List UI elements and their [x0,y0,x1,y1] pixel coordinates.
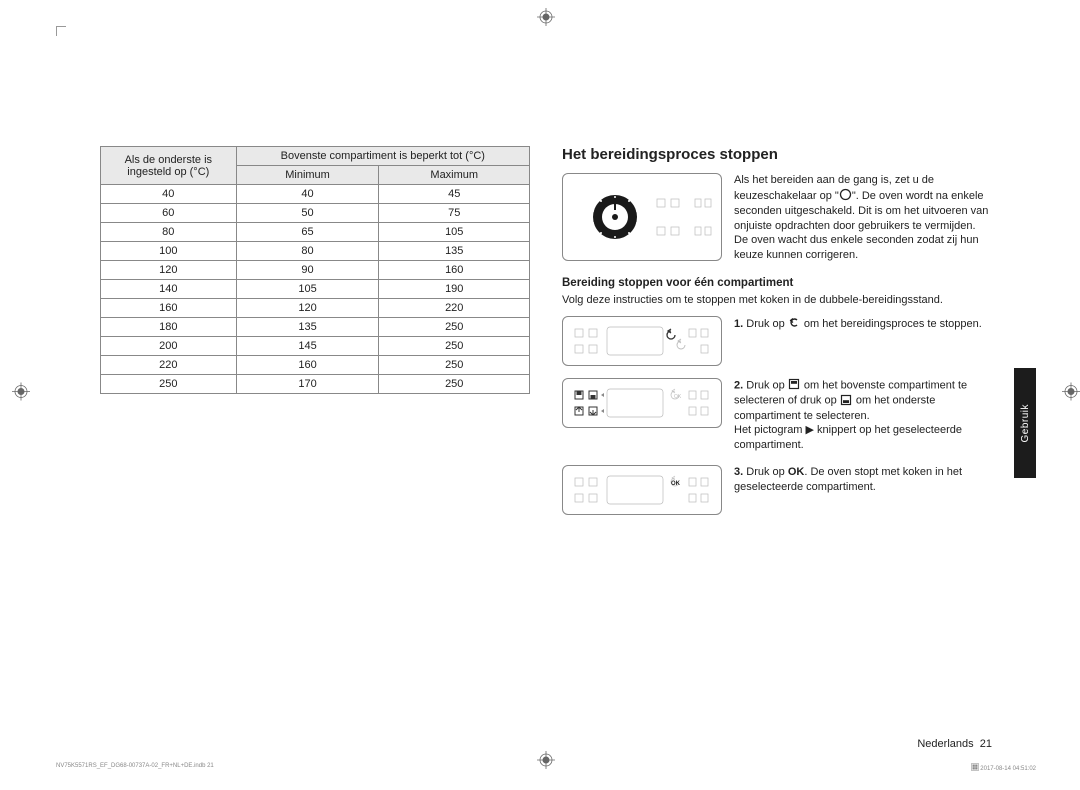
table-cell: 120 [101,261,237,280]
table-row: 10080135 [101,242,530,261]
table-cell: 45 [379,185,530,204]
table-cell: 75 [379,204,530,223]
th-upper-limit: Bovenste compartiment is beperkt tot (°C… [236,147,529,166]
panel-illustration-3: OK [562,465,722,515]
table-row: 250170250 [101,375,530,394]
table-cell: 40 [101,185,237,204]
crop-corner [56,26,66,36]
table-cell: 160 [379,261,530,280]
section-heading: Het bereidingsproces stoppen [562,146,992,163]
step-1-text: 1. Druk op om het bereidingsproces te st… [734,316,992,366]
step-1-num: 1. [734,318,743,330]
temperature-table: Als de onderste is ingesteld op (°C) Bov… [100,146,530,394]
subheading: Bereiding stoppen voor één compartiment [562,277,992,289]
table-cell: 105 [379,223,530,242]
right-column: Het bereidingsproces stoppen [562,146,992,527]
table-cell: 170 [236,375,379,394]
lower-compartment-icon [840,393,853,406]
table-row: 140105190 [101,280,530,299]
panel-illustration-2: OK [562,378,722,428]
table-row: 180135250 [101,318,530,337]
table-cell: 190 [379,280,530,299]
step-1: 1. Druk op om het bereidingsproces te st… [562,316,992,366]
section-tab-label: Gebruik [1020,404,1031,443]
off-position-icon [839,188,852,201]
th-lower-set-l2: ingesteld op (°C) [127,166,209,178]
step-1-b: om het bereidingsproces te stoppen. [801,318,982,330]
footer-language: Nederlands 21 [917,738,992,750]
table-cell: 120 [236,299,379,318]
back-icon-hi [667,329,675,339]
th-max: Maximum [379,166,530,185]
table-cell: 105 [236,280,379,299]
table-cell: 220 [379,299,530,318]
footer-lang-text: Nederlands [917,738,973,750]
table-cell: 80 [101,223,237,242]
panel-illustration-1 [562,316,722,366]
svg-text:OK: OK [674,394,682,400]
footer-meta: NV75K5571RS_EF_DG68-00737A-02_FR+NL+DE.i… [56,763,1036,772]
table-cell: 250 [379,356,530,375]
crop-mark-top [537,8,555,29]
th-lower-set-l1: Als de onderste is [125,154,212,166]
step-2-text: 2. Druk op om het bovenste compartiment … [734,378,992,453]
table-row: 200145250 [101,337,530,356]
table-cell: 100 [101,242,237,261]
step-2-num: 2. [734,379,743,391]
upper-compartment-icon [788,378,801,391]
footer-page-number: 21 [980,738,992,750]
table-cell: 80 [236,242,379,261]
back-icon [788,316,801,329]
step-2: OK 2. Druk op om het bovenste c [562,378,992,453]
table-cell: 140 [101,280,237,299]
table-cell: 50 [236,204,379,223]
step-3-ok: OK [788,466,805,478]
table-cell: 60 [101,204,237,223]
table-cell: 160 [236,356,379,375]
table-cell: 250 [379,375,530,394]
footer-datetime: 2017-08-14 04:51:02 [971,763,1036,772]
table-cell: 40 [236,185,379,204]
left-column: Als de onderste is ingesteld op (°C) Bov… [100,146,530,527]
th-min: Minimum [236,166,379,185]
table-row: 605075 [101,204,530,223]
mode-dial-illustration [562,173,722,261]
table-row: 8065105 [101,223,530,242]
step-2-d: Het pictogram ▶ knippert op het geselect… [734,424,962,451]
step-3-num: 3. [734,466,743,478]
table-row: 404045 [101,185,530,204]
footer-file-name: NV75K5571RS_EF_DG68-00737A-02_FR+NL+DE.i… [56,763,214,772]
section-tab: Gebruik [1014,368,1036,478]
step-3-a: Druk op [743,466,788,478]
table-row: 160120220 [101,299,530,318]
svg-text:OK: OK [671,481,681,487]
subintro: Volg deze instructies om te stoppen met … [562,293,992,308]
table-cell: 135 [379,242,530,261]
step-3-text: 3. Druk op OK. De oven stopt met koken i… [734,465,992,515]
table-cell: 65 [236,223,379,242]
table-cell: 180 [101,318,237,337]
table-row: 220160250 [101,356,530,375]
table-cell: 200 [101,337,237,356]
step-1-a: Druk op [743,318,788,330]
table-cell: 250 [101,375,237,394]
table-cell: 250 [379,337,530,356]
th-lower-set: Als de onderste is ingesteld op (°C) [101,147,237,185]
table-cell: 250 [379,318,530,337]
table-row: 12090160 [101,261,530,280]
table-cell: 220 [101,356,237,375]
table-cell: 160 [101,299,237,318]
table-cell: 145 [236,337,379,356]
step-2-a: Druk op [743,379,788,391]
table-cell: 135 [236,318,379,337]
table-cell: 90 [236,261,379,280]
intro-paragraph: Als het bereiden aan de gang is, zet u d… [734,173,992,263]
step-3: OK 3. Druk op OK. De oven stopt met koke… [562,465,992,515]
crop-mark-left [12,383,30,404]
crop-mark-right [1062,383,1080,404]
